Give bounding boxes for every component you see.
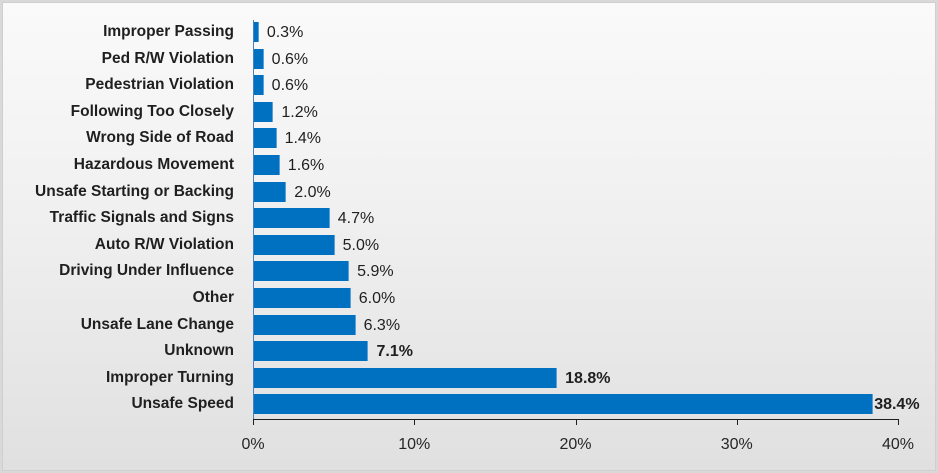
- value-label: 5.0%: [342, 236, 380, 254]
- bar: [254, 288, 351, 308]
- value-label: 0.3%: [266, 24, 304, 41]
- bar: [254, 261, 350, 282]
- bar: [254, 75, 264, 96]
- x-axis-tick: [898, 419, 899, 425]
- category-label: Unknown: [164, 342, 234, 360]
- x-axis-tick-label: 20%: [559, 436, 592, 453]
- value-label: 6.3%: [363, 316, 401, 334]
- value-label: 1.6%: [287, 157, 325, 174]
- value-label: 5.9%: [357, 263, 394, 281]
- bar: [254, 101, 274, 122]
- bar: [254, 128, 277, 149]
- category-label: Auto R/W Violation: [94, 235, 234, 253]
- x-axis-tick-label: 40%: [881, 436, 915, 453]
- x-axis-tick-label: 0%: [241, 436, 265, 453]
- category-label: Driving Under Influence: [59, 262, 234, 280]
- x-axis-tick: [575, 419, 577, 425]
- category-label: Improper Turning: [105, 368, 234, 386]
- category-label: Unsafe Speed: [131, 395, 234, 413]
- category-label: Unsafe Starting or Backing: [35, 182, 234, 200]
- category-label: Pedestrian Violation: [85, 76, 234, 94]
- category-label: Traffic Signals and Signs: [49, 209, 234, 227]
- bar: [254, 367, 558, 388]
- category-label: Ped R/W Violation: [101, 49, 234, 67]
- bar: [254, 341, 369, 362]
- value-label: 0.6%: [271, 50, 309, 68]
- x-axis-tick-label: 30%: [720, 436, 753, 453]
- value-label: 1.4%: [284, 130, 322, 148]
- value-label: 0.6%: [271, 77, 309, 95]
- category-label: Unsafe Lane Change: [80, 315, 234, 333]
- bar: [254, 394, 874, 415]
- bar: [254, 181, 287, 202]
- x-axis-tick-label: 10%: [398, 436, 431, 453]
- bar: [254, 208, 330, 229]
- category-label: Hazardous Movement: [73, 156, 234, 173]
- value-label: 1.2%: [281, 103, 318, 121]
- bar: [254, 22, 259, 42]
- x-axis-tick: [253, 419, 254, 425]
- bar: [254, 48, 264, 69]
- x-axis-tick: [414, 419, 416, 425]
- value-label: 4.7%: [337, 210, 375, 228]
- category-label: Wrong Side of Road: [86, 129, 234, 147]
- category-label: Other: [192, 289, 234, 306]
- y-axis-line: [253, 20, 254, 420]
- value-label: 6.0%: [358, 290, 396, 307]
- value-label: 18.8%: [565, 369, 611, 387]
- category-label: Improper Passing: [103, 23, 234, 40]
- value-label: 7.1%: [376, 343, 413, 361]
- value-label: 38.4%: [874, 396, 920, 414]
- bar: [254, 314, 356, 335]
- bar: [254, 155, 280, 175]
- value-label: 2.0%: [294, 183, 331, 201]
- bar: [254, 234, 335, 255]
- x-axis-tick: [736, 419, 738, 425]
- category-label: Following Too Closely: [70, 102, 234, 120]
